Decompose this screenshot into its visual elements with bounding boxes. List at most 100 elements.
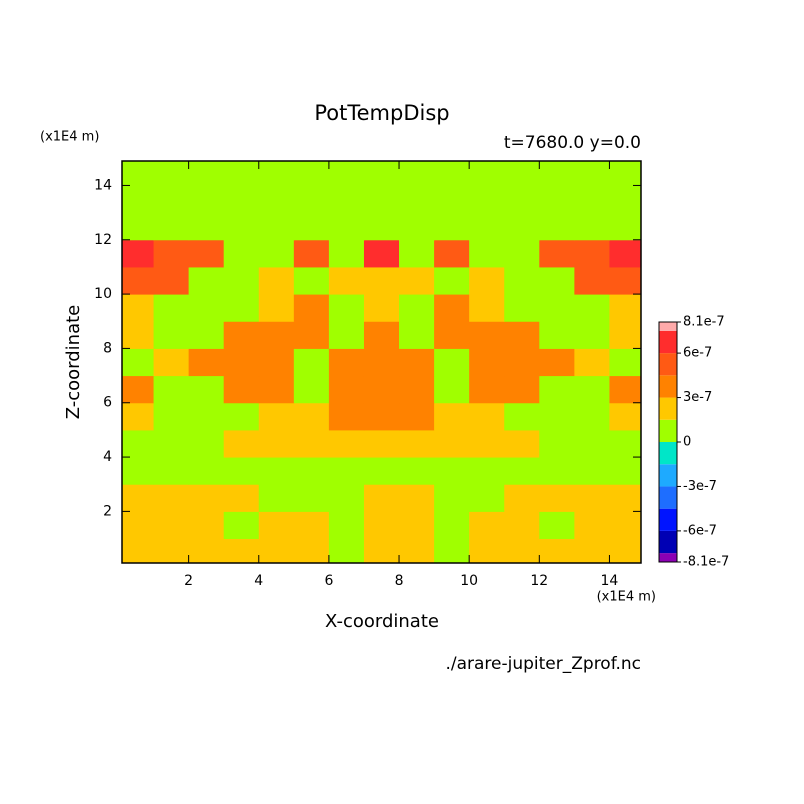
contour-cell — [223, 185, 260, 214]
colorbar-tick-label: 8.1e-7 — [683, 315, 725, 330]
contour-cell — [539, 212, 575, 241]
contour-cell — [399, 212, 435, 241]
contour-cell — [539, 511, 575, 540]
contour-cell — [574, 266, 610, 295]
contour-cell — [363, 511, 400, 540]
contour-cell — [504, 511, 540, 540]
contour-cell — [399, 321, 435, 349]
contour-cell — [504, 484, 540, 512]
contour-cell — [539, 538, 575, 564]
chart-subtitle: t=7680.0 y=0.0 — [504, 133, 641, 153]
contour-cell — [223, 321, 260, 349]
contour-cell — [223, 375, 260, 404]
colorbar-segment — [659, 397, 677, 420]
contour-cell — [153, 375, 190, 404]
contour-cell — [188, 212, 225, 241]
contour-cell — [153, 294, 190, 322]
contour-cell — [293, 484, 330, 512]
contour-cell — [153, 266, 190, 295]
contour-cell — [153, 457, 190, 485]
contour-cell — [539, 457, 575, 485]
contour-cell — [434, 348, 470, 377]
contour-cell — [504, 457, 540, 485]
contour-cell — [153, 484, 190, 512]
contour-cell — [188, 161, 225, 186]
contour-cell — [574, 429, 610, 458]
contour-cell — [399, 511, 435, 540]
contour-cell — [469, 348, 505, 377]
contour-cell — [539, 161, 575, 186]
contour-cell — [574, 457, 610, 485]
contour-cell — [122, 161, 155, 186]
contour-cell — [434, 266, 470, 295]
contour-cell — [434, 429, 470, 458]
contour-cell — [609, 185, 642, 214]
colorbar-tick-label: 6e-7 — [683, 346, 712, 361]
contour-cell — [539, 185, 575, 214]
contour-cell — [469, 266, 505, 295]
colorbar-segment — [659, 330, 677, 354]
x-tick-label: 8 — [395, 573, 404, 589]
contour-cell — [574, 239, 610, 268]
contour-cell — [609, 538, 642, 564]
contour-cell — [539, 375, 575, 404]
contour-cell — [504, 429, 540, 458]
contour-cell — [188, 457, 225, 485]
contour-cell — [258, 429, 295, 458]
contour-cell — [504, 294, 540, 322]
contour-cell — [223, 457, 260, 485]
contour-cell — [122, 348, 155, 377]
contour-cell — [609, 212, 642, 241]
contour-cell — [504, 321, 540, 349]
contour-cell — [609, 161, 642, 186]
contour-cell — [188, 321, 225, 349]
contour-cell — [258, 375, 295, 404]
contour-cell — [122, 402, 155, 431]
contour-cell — [469, 402, 505, 431]
contour-cell — [504, 375, 540, 404]
contour-cell — [574, 185, 610, 214]
contour-cell — [574, 294, 610, 322]
contour-cell — [469, 484, 505, 512]
contour-cell — [469, 294, 505, 322]
contour-cell — [188, 402, 225, 431]
contour-cell — [469, 161, 505, 186]
y-tick-label: 8 — [103, 340, 112, 356]
contour-cell — [122, 457, 155, 485]
contour-cell — [469, 511, 505, 540]
source-file: ./arare-jupiter_Zprof.nc — [445, 654, 641, 674]
contour-cell — [153, 161, 190, 186]
contour-cell — [122, 484, 155, 512]
contour-cell — [293, 348, 330, 377]
contour-cell — [469, 321, 505, 349]
contour-cell — [434, 484, 470, 512]
contour-cell — [399, 429, 435, 458]
contour-cell — [399, 266, 435, 295]
contour-cell — [609, 348, 642, 377]
colorbar-segment — [659, 530, 677, 554]
contour-cell — [223, 484, 260, 512]
contour-cell — [153, 185, 190, 214]
contour-cell — [223, 538, 260, 564]
contour-field — [122, 161, 642, 564]
contour-cell — [469, 212, 505, 241]
contour-cell — [504, 348, 540, 377]
contour-cell — [223, 511, 260, 540]
x-axis-title: X-coordinate — [325, 611, 439, 632]
contour-cell — [223, 348, 260, 377]
colorbar-segment — [659, 486, 677, 509]
y-axis-title: Z-coordinate — [63, 305, 84, 420]
contour-cell — [293, 321, 330, 349]
contour-cell — [122, 266, 155, 295]
contour-cell — [363, 375, 400, 404]
contour-cell — [609, 321, 642, 349]
contour-cell — [223, 266, 260, 295]
colorbar-tick-label: -8.1e-7 — [683, 555, 729, 570]
contour-cell — [258, 348, 295, 377]
contour-cell — [609, 294, 642, 322]
contour-cell — [293, 212, 330, 241]
contour-cell — [434, 457, 470, 485]
contour-cell — [293, 161, 330, 186]
contour-cell — [223, 402, 260, 431]
contour-cell — [363, 239, 400, 268]
